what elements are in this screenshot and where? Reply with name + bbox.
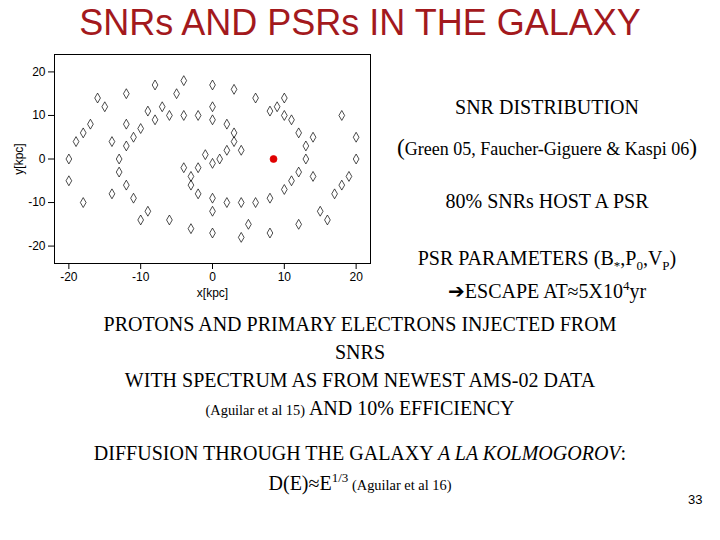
- svg-text:-20: -20: [60, 270, 78, 284]
- svg-text:0: 0: [39, 152, 46, 166]
- svg-text:-10: -10: [28, 195, 46, 209]
- html-text:33: 33: [688, 492, 703, 507]
- svg-text:y[kpc]: y[kpc]: [12, 143, 26, 174]
- svg-text:x[kpc]: x[kpc]: [197, 286, 228, 300]
- svg-text:-20: -20: [28, 239, 46, 253]
- svg-text:20: 20: [349, 270, 363, 284]
- html-text:SNRS: SNRS: [335, 341, 385, 363]
- svg-text:20: 20: [32, 65, 46, 79]
- html-text:PROTONS AND PRIMARY ELECTRONS: PROTONS AND PRIMARY ELECTRONS INJECTED F…: [103, 313, 617, 335]
- html-text:DIFFUSION THROUGH THE GALAXY A: DIFFUSION THROUGH THE GALAXY A LA KOLMOG…: [93, 442, 627, 464]
- svg-text:-10: -10: [132, 270, 150, 284]
- svg-text:0: 0: [209, 270, 216, 284]
- html-text:SNRs AND PSRs IN THE GALAXY: SNRs AND PSRs IN THE GALAXY: [79, 2, 641, 43]
- html-text:SNR DISTRIBUTION: SNR DISTRIBUTION: [455, 96, 639, 118]
- html-text:WITH SPECTRUM AS FROM NEWEST A: WITH SPECTRUM AS FROM NEWEST AMS-02 DATA: [124, 369, 596, 391]
- html-text:➔ESCAPE AT≈5X10: ➔ESCAPE AT≈5X10: [447, 279, 623, 302]
- html-text:(Aguilar et al 15)AND 10% EFFI: (Aguilar et al 15)AND 10% EFFICIENCY: [205, 397, 515, 419]
- html-text:PSR PARAMETERS (B*,P0,VP): PSR PARAMETERS (B*,P0,VP): [417, 247, 677, 273]
- svg-text:10: 10: [278, 270, 292, 284]
- svg-text:10: 10: [32, 108, 46, 122]
- html-text:D(E)≈E1/3(Aguilar et al 16): D(E)≈E1/3(Aguilar et al 16): [268, 470, 452, 494]
- html-text:80% SNRs HOST A PSR: 80% SNRs HOST A PSR: [445, 190, 649, 212]
- html-text:4yr: 4yr: [623, 278, 647, 302]
- html-text:(Green 05, Faucher-Giguere & K: (Green 05, Faucher-Giguere & Kaspi 06): [396, 134, 698, 160]
